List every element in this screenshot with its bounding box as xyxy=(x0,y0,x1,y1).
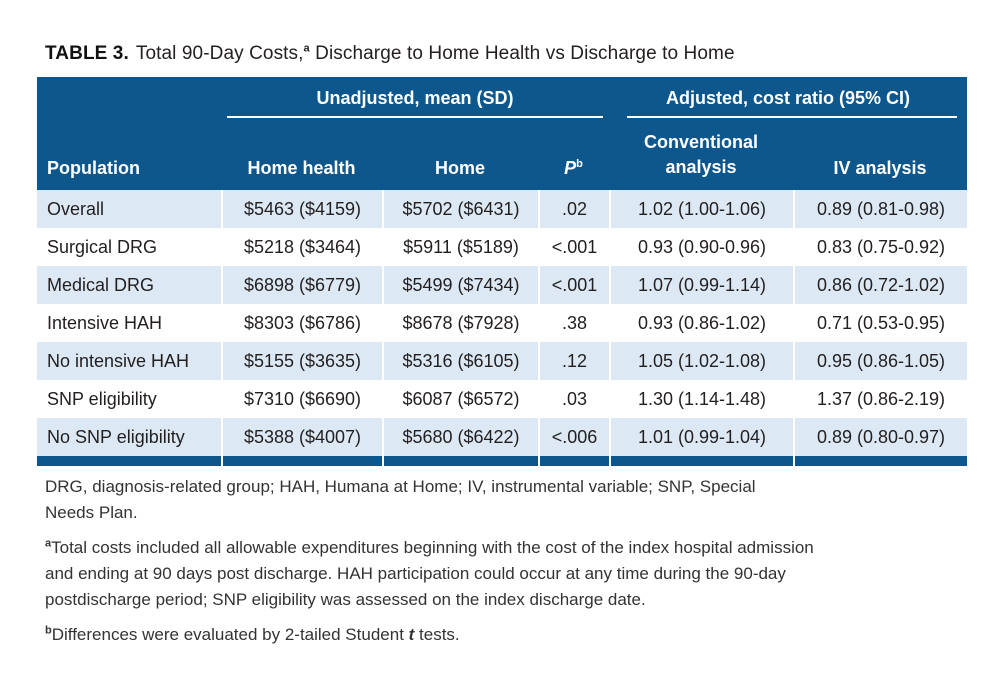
cell-home-health: $5388 ($4007) xyxy=(221,418,382,456)
cell-iv: 0.89 (0.81-0.98) xyxy=(793,190,967,228)
cell-iv: 0.95 (0.86-1.05) xyxy=(793,342,967,380)
table-row-snp-eligibility: SNP eligibility $7310 ($6690) $6087 ($65… xyxy=(37,380,967,418)
footnote-b-marker: b xyxy=(45,624,52,637)
cell-population: Medical DRG xyxy=(47,274,155,295)
cell-iv: 0.83 (0.75-0.92) xyxy=(793,228,967,266)
footnote-b: bDifferences were evaluated by 2-tailed … xyxy=(45,622,955,648)
bottom-rule-segment xyxy=(37,456,221,466)
footnote-a: aTotal costs included all allowable expe… xyxy=(45,535,955,613)
column-header-iv: IV analysis xyxy=(833,158,927,178)
footnotes: DRG, diagnosis-related group; HAH, Human… xyxy=(45,474,955,657)
bottom-rule-segment xyxy=(382,456,538,466)
group-header-unadjusted: Unadjusted, mean (SD) xyxy=(221,77,609,118)
cell-iv: 0.86 (0.72-1.02) xyxy=(793,266,967,304)
bottom-rule-segment xyxy=(793,456,967,466)
column-header-conventional: Conventional analysis xyxy=(609,130,793,190)
cell-p: .02 xyxy=(538,190,609,228)
footnote-a-line-1: Total costs included all allowable expen… xyxy=(51,538,814,557)
group-header-adjusted: Adjusted, cost ratio (95% CI) xyxy=(609,77,967,118)
column-header-p: Pb xyxy=(538,158,609,190)
bottom-rule-segment xyxy=(221,456,382,466)
cell-conventional: 0.93 (0.90-0.96) xyxy=(609,228,793,266)
table-body: Overall $5463 ($4159) $5702 ($6431) .02 … xyxy=(37,190,967,466)
column-header-home-health: Home health xyxy=(247,158,356,178)
footnote-b-italic-t: t xyxy=(408,625,415,644)
cell-conventional: 1.07 (0.99-1.14) xyxy=(609,266,793,304)
cell-home-health: $5155 ($3635) xyxy=(221,342,382,380)
cell-population: Overall xyxy=(47,198,105,219)
cell-home-health: $8303 ($6786) xyxy=(221,304,382,342)
cell-home: $5316 ($6105) xyxy=(382,342,538,380)
cell-conventional: 1.02 (1.00-1.06) xyxy=(609,190,793,228)
cell-home-health: $6898 ($6779) xyxy=(221,266,382,304)
p-label: P xyxy=(564,158,577,178)
table-row-overall: Overall $5463 ($4159) $5702 ($6431) .02 … xyxy=(37,190,967,228)
footnote-a-line-2: and ending at 90 days post discharge. HA… xyxy=(45,564,786,583)
cell-home-health: $5218 ($3464) xyxy=(221,228,382,266)
group-header-adjusted-label: Adjusted, cost ratio (95% CI) xyxy=(665,88,911,108)
cell-home: $5702 ($6431) xyxy=(382,190,538,228)
caption-superscript-a: a xyxy=(303,42,310,55)
table-row-no-intensive-hah: No intensive HAH $5155 ($3635) $5316 ($6… xyxy=(37,342,967,380)
group-underline-adjusted xyxy=(627,116,957,118)
cell-home-health: $7310 ($6690) xyxy=(221,380,382,418)
table-row-no-snp-eligibility: No SNP eligibility $5388 ($4007) $5680 (… xyxy=(37,418,967,456)
group-header-spacer xyxy=(37,77,221,118)
cell-home: $5499 ($7434) xyxy=(382,266,538,304)
cell-iv: 1.37 (0.86-2.19) xyxy=(793,380,967,418)
cell-p: <.001 xyxy=(538,266,609,304)
cell-p: .03 xyxy=(538,380,609,418)
bottom-rule-segment xyxy=(538,456,609,466)
cell-conventional: 1.05 (1.02-1.08) xyxy=(609,342,793,380)
cost-table: Unadjusted, mean (SD) Adjusted, cost rat… xyxy=(37,77,967,466)
footnote-a-marker: a xyxy=(45,537,52,550)
cell-conventional: 1.30 (1.14-1.48) xyxy=(609,380,793,418)
column-header-population: Population xyxy=(47,158,140,178)
table-caption-title-rest: Discharge to Home Health vs Discharge to… xyxy=(309,43,735,64)
abbrev-line-1: DRG, diagnosis-related group; HAH, Human… xyxy=(45,477,756,496)
table-caption-title: Total 90-Day Costs, xyxy=(135,43,304,64)
cell-population: SNP eligibility xyxy=(47,388,157,409)
cell-conventional: 0.93 (0.86-1.02) xyxy=(609,304,793,342)
cell-home: $5911 ($5189) xyxy=(382,228,538,266)
cell-population: No SNP eligibility xyxy=(47,426,185,447)
bottom-rule-segment xyxy=(609,456,793,466)
table-header: Unadjusted, mean (SD) Adjusted, cost rat… xyxy=(37,77,967,190)
table-caption: TABLE 3. Total 90-Day Costs,a Discharge t… xyxy=(45,43,735,65)
column-header-row: Population Home health Home Pb Conventio… xyxy=(37,118,967,190)
footnote-b-text-tail: tests. xyxy=(414,625,460,644)
table-row-intensive-hah: Intensive HAH $8303 ($6786) $8678 ($7928… xyxy=(37,304,967,342)
table-caption-label: TABLE 3. xyxy=(45,43,129,64)
cell-population: No intensive HAH xyxy=(47,350,190,371)
group-header-unadjusted-label: Unadjusted, mean (SD) xyxy=(316,88,514,108)
footnote-b-text: Differences were evaluated by 2-tailed S… xyxy=(51,625,409,644)
p-superscript-b: b xyxy=(576,158,583,170)
cell-conventional: 1.01 (0.99-1.04) xyxy=(609,418,793,456)
cell-p: .12 xyxy=(538,342,609,380)
group-underline-unadjusted xyxy=(227,116,603,118)
table-bottom-rule xyxy=(37,456,967,466)
cell-iv: 0.89 (0.80-0.97) xyxy=(793,418,967,456)
cell-p: <.001 xyxy=(538,228,609,266)
cell-home: $5680 ($6422) xyxy=(382,418,538,456)
cell-population: Surgical DRG xyxy=(47,236,158,257)
cell-home: $6087 ($6572) xyxy=(382,380,538,418)
table-row-medical-drg: Medical DRG $6898 ($6779) $5499 ($7434) … xyxy=(37,266,967,304)
cell-p: .38 xyxy=(538,304,609,342)
footnote-a-line-3: postdischarge period; SNP eligibility wa… xyxy=(45,590,646,609)
table-row-surgical-drg: Surgical DRG $5218 ($3464) $5911 ($5189)… xyxy=(37,228,967,266)
cell-iv: 0.71 (0.53-0.95) xyxy=(793,304,967,342)
group-header-row: Unadjusted, mean (SD) Adjusted, cost rat… xyxy=(37,77,967,118)
conventional-label: Conventional analysis xyxy=(643,132,758,177)
cell-home-health: $5463 ($4159) xyxy=(221,190,382,228)
abbrev-line-2: Needs Plan. xyxy=(45,503,138,522)
footnote-abbreviations: DRG, diagnosis-related group; HAH, Human… xyxy=(45,474,955,526)
cell-p: <.006 xyxy=(538,418,609,456)
cell-home: $8678 ($7928) xyxy=(382,304,538,342)
column-header-home: Home xyxy=(434,158,485,178)
cell-population: Intensive HAH xyxy=(47,312,163,333)
